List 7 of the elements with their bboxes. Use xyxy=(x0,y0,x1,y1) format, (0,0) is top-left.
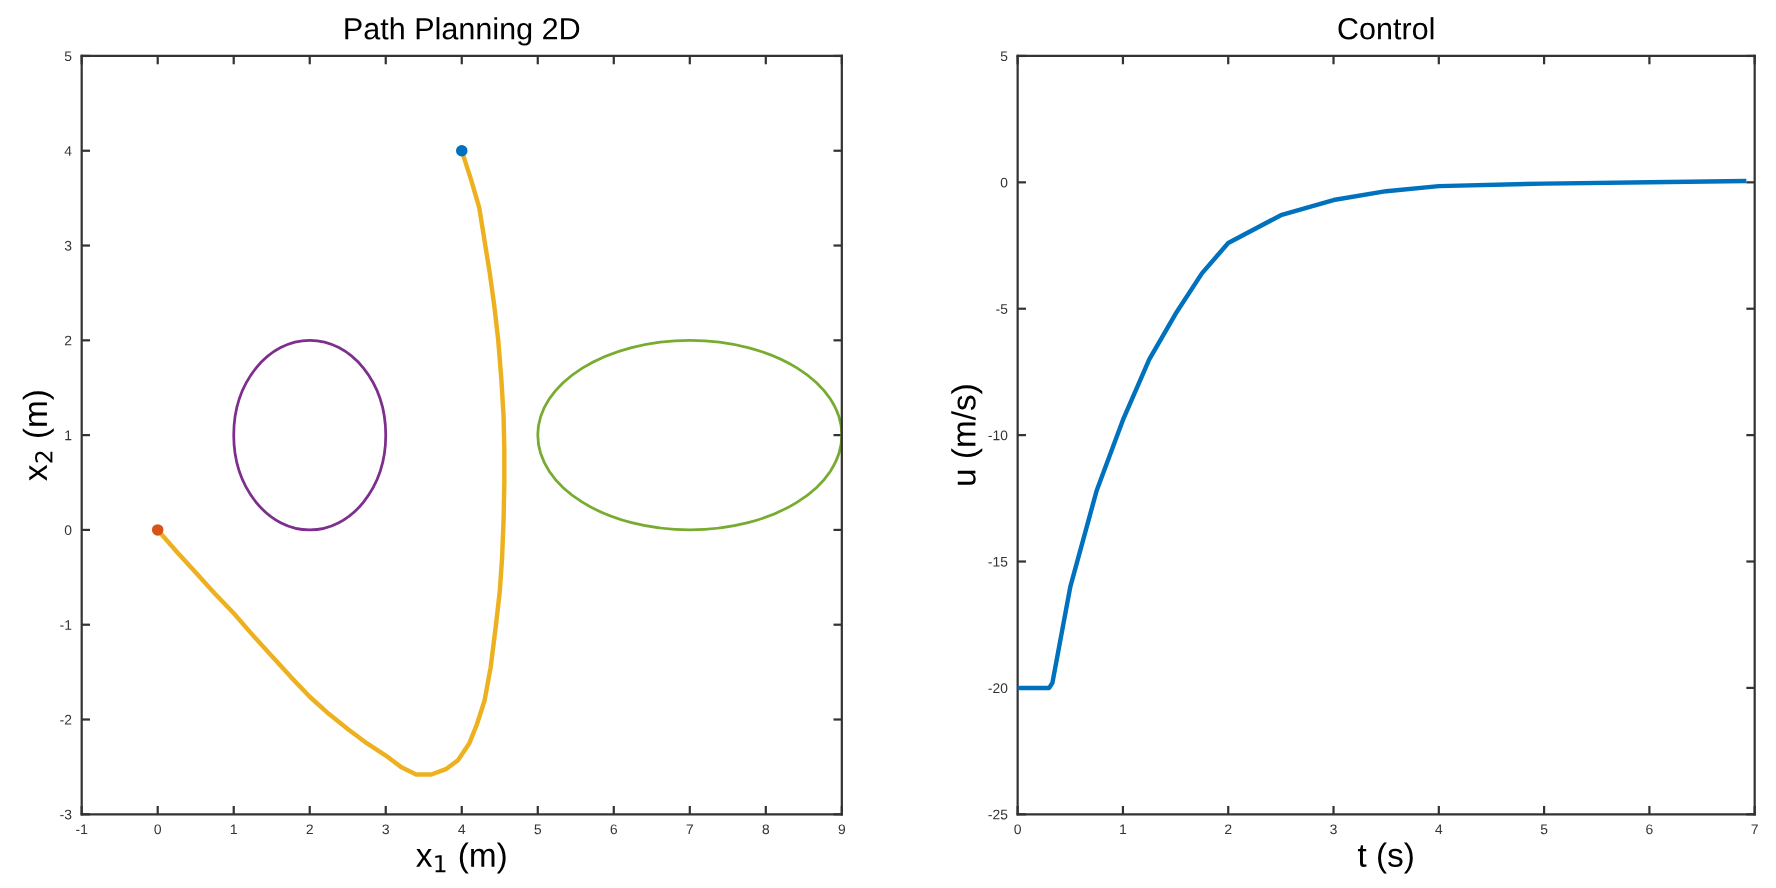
x-axis-title: t (s) xyxy=(1357,842,1413,874)
y-axis-title: x$_{2}$ (m) xyxy=(22,391,54,481)
chart-title: Control xyxy=(1338,17,1434,40)
y-axis-title: u (m/s) xyxy=(951,385,983,485)
x-axis-title: x$_{1}$ (m) xyxy=(416,842,506,874)
chart-title: Path Planning 2D xyxy=(345,17,580,46)
line-series xyxy=(1017,178,1747,691)
